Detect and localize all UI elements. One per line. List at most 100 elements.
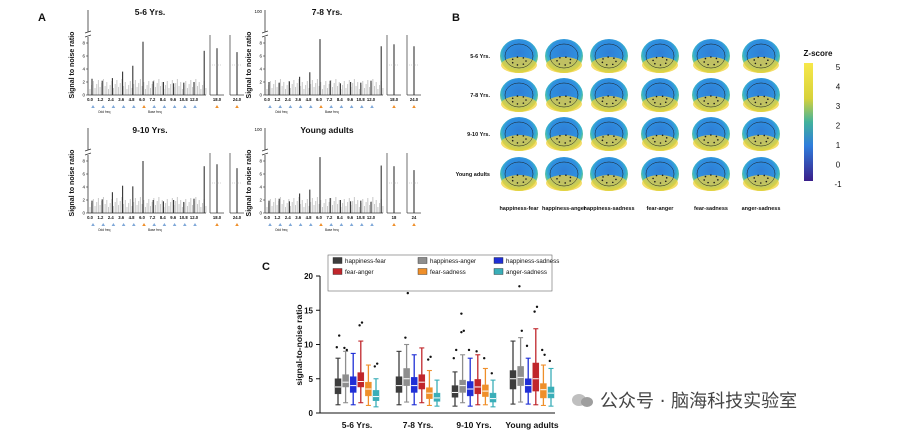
topomap-outline [696,161,726,187]
topomap [545,117,583,151]
significant-electrode [703,139,706,141]
significant-electrode [707,181,709,184]
legend-box [327,254,553,292]
odd-freq-marker [183,223,187,226]
y-tick-label: 2 [82,80,85,85]
panel-b: B 5-6 Yrs. 7-8 Yrs. 9-10 Yrs. Young adults ha… [452,12,842,212]
y-tick-label: 8 [259,41,262,46]
x-tick-label: 0.0 [87,215,93,220]
significant-electrode [516,174,519,176]
x-category-label: 9-10 Yrs. [456,420,491,430]
topomap-outline [696,82,726,108]
watermark-text: 公众号 · 脑海科技实验室 [600,391,798,412]
significant-electrode [558,181,561,183]
topomap-outline [549,43,579,69]
significant-electrode [753,177,756,179]
significant-electrode [607,134,609,136]
legend-swatch [493,257,504,264]
significant-electrode [522,96,525,98]
significant-electrode [713,102,715,105]
topomap-occipital [591,135,627,151]
significant-electrode [717,179,719,181]
x-tick-label: 4.8 [306,215,312,220]
significant-electrode [655,95,658,98]
colorbar-tick-label: 4 [836,83,841,92]
box [349,376,357,393]
column-label: happiness-sadness [583,206,634,212]
significant-electrode [765,180,768,183]
significant-electrode [661,95,664,98]
legend-label: happiness-anger [430,258,476,265]
x-tick-label: 1.2 [97,215,103,220]
topomap [590,39,628,73]
column-label: fear-sadness [694,206,728,212]
significant-electrode [605,102,608,105]
significant-electrode [655,174,658,177]
significant-electrode [703,61,706,63]
topomap [641,117,679,151]
significant-electrode [516,134,519,136]
side-tick-label: 18.0 [390,97,399,102]
significant-electrode [665,98,668,100]
odd-freq-marker [121,105,126,108]
topomap [590,117,628,151]
topomap-outline [645,43,675,69]
topomap-outline [594,43,624,69]
significant-electrode [665,137,668,139]
significant-electrode [704,57,707,60]
topomap [742,78,780,112]
snr-subplot: Young adults Signal to noise ratio 100 8 6 4 2… [246,125,421,232]
y-axis-label: Signal to noise ratio [69,32,76,99]
significant-electrode [753,98,756,100]
x-tick-label: 2.4 [108,97,114,102]
significant-electrode [665,177,668,179]
legend-label: anger-sadness [506,269,547,276]
odd-freq-marker [288,105,293,108]
significant-electrode [516,64,519,66]
legend-label: happiness-fear [345,258,386,265]
odd-freq-marker [278,105,282,108]
outlier-point [360,321,364,324]
significant-electrode [757,174,759,177]
y-tick-label: 6 [259,54,262,59]
significant-electrode [767,137,769,140]
odd-freq-marker [172,223,177,226]
significant-electrode [511,61,514,64]
outlier-point [358,324,361,327]
colorbar-tick-label: 3 [836,102,841,111]
odd-freq-marker [360,105,364,108]
significant-electrode [559,134,561,137]
x-tick-label: 1.2 [97,97,103,102]
significant-electrode [754,140,757,143]
significant-electrode [564,103,567,105]
x-tick-label: 8.4 [160,215,166,220]
colorbar-tick-label: 2 [836,122,841,131]
odd-freq-marker [309,223,313,226]
significant-electrode [613,96,615,98]
topomap-outline [504,121,534,147]
box [410,377,418,393]
side-tick-label: 18.0 [213,97,222,102]
topomap-occipital [591,96,627,112]
x-tick-label: 8.4 [337,215,343,220]
topomap-outline [549,121,579,147]
x-tick-label: 2.4 [285,215,291,220]
arrow-label: Odd freq [275,110,288,114]
x-tick-label: 6.0 [316,97,322,102]
harmonic-marker [215,105,219,108]
panel-label-a: A [38,12,46,24]
outlier-point [343,346,346,350]
significant-electrode [715,57,718,60]
significant-electrode [757,134,759,137]
significant-electrode [511,176,514,179]
colorbar [804,63,813,181]
significant-electrode [556,177,558,180]
odd-freq-marker [268,105,272,108]
y-tick-label: 6 [82,172,85,177]
significant-electrode [715,135,718,138]
significant-electrode [565,95,567,97]
y-tick-label: 6 [259,172,262,177]
significant-electrode [559,56,561,59]
significant-electrode [707,141,709,144]
significant-electrode [569,58,572,61]
